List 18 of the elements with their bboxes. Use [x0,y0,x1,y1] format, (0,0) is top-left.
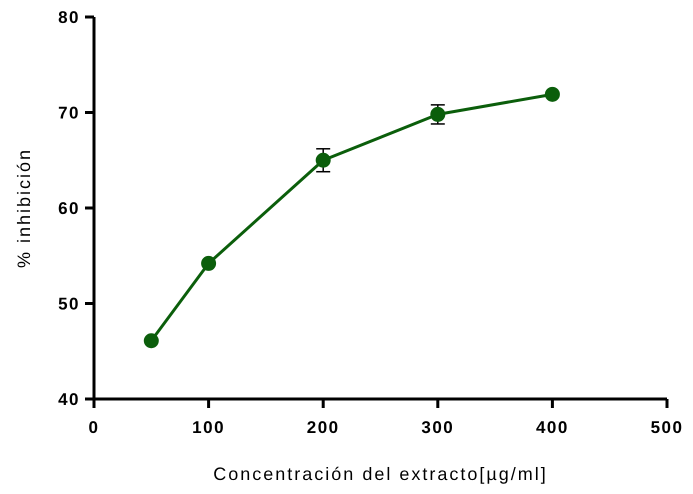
point [430,106,446,122]
point [144,333,159,348]
x-axis-title: Concentración del extracto[µg/ml] [213,464,548,484]
point [544,86,560,102]
point [201,256,216,271]
y-tick-label: 40 [58,390,80,409]
x-tick-label: 0 [88,418,100,437]
y-tick-label: 60 [58,198,80,218]
x-tick-label: 100 [192,418,226,437]
x-tick-label: 500 [650,418,684,437]
x-tick-label: 300 [421,418,454,437]
y-tick-label: 70 [58,103,80,122]
x-tick-label: 200 [306,418,340,437]
y-tick-label: 80 [58,8,80,27]
y-axis-title: % inhibición [14,148,34,268]
point [316,152,331,168]
y-tick-label: 50 [58,294,80,314]
x-tick-label: 400 [536,418,569,437]
